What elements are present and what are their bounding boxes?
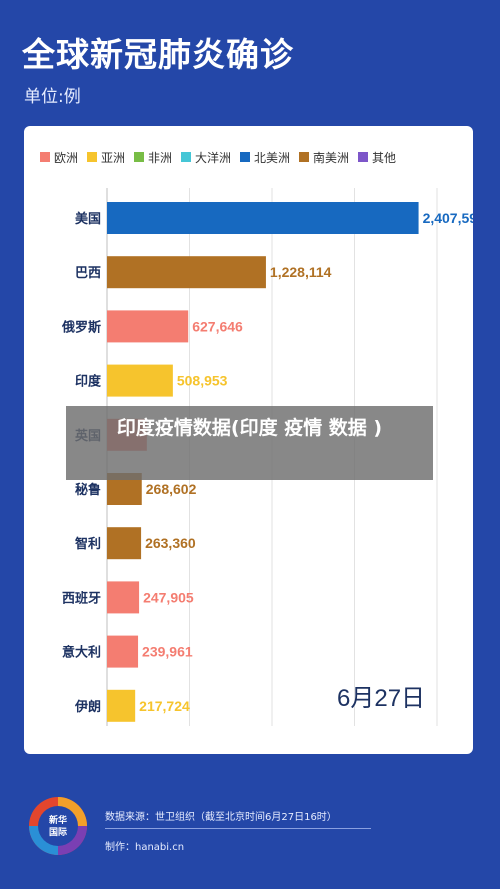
legend-swatch-3 — [181, 152, 191, 162]
legend-label-5: 南美洲 — [313, 150, 349, 165]
value-label-2: 627,646 — [192, 318, 243, 334]
legend-label-0: 欧洲 — [54, 151, 78, 165]
category-label-5: 秘鲁 — [75, 482, 101, 498]
category-label-2: 俄罗斯 — [61, 319, 101, 335]
value-label-3: 508,953 — [177, 373, 228, 389]
category-label-1: 巴西 — [75, 266, 101, 281]
value-label-8: 239,961 — [142, 644, 193, 660]
legend-swatch-0 — [40, 152, 50, 162]
category-label-7: 西班牙 — [62, 590, 101, 606]
logo-line-1: 新华 — [49, 814, 67, 826]
bar-3 — [107, 364, 173, 397]
unit-label: 单位:例 — [24, 87, 81, 107]
category-label-3: 印度 — [75, 374, 102, 390]
logo-line-2: 国际 — [49, 827, 67, 838]
footer-divider — [105, 828, 371, 829]
legend-swatch-1 — [87, 152, 97, 162]
value-label-7: 247,905 — [143, 589, 194, 605]
legend-label-1: 亚洲 — [101, 151, 125, 165]
value-label-5: 268,602 — [146, 481, 197, 497]
producer-credit: 制作：hanabi.cn — [105, 842, 185, 853]
category-label-6: 智利 — [75, 536, 101, 552]
bar-2 — [107, 310, 189, 343]
legend-label-4: 北美洲 — [254, 151, 290, 165]
data-source: 数据来源：世卫组织（截至北京时间6月27日16时） — [105, 812, 337, 823]
bar-0 — [107, 202, 419, 234]
legend-swatch-2 — [134, 152, 144, 162]
legend-label-2: 非洲 — [148, 151, 172, 165]
category-label-8: 意大利 — [62, 645, 101, 661]
legend-swatch-4 — [240, 152, 250, 162]
bar-1 — [107, 256, 266, 289]
xinhua-logo-icon: 新华 国际 — [29, 797, 87, 855]
legend-label-6: 其他 — [372, 151, 396, 165]
value-label-6: 263,360 — [145, 535, 196, 551]
bar-7 — [107, 581, 140, 614]
value-label-0: 2,407,590 — [423, 210, 473, 226]
legend-label-3: 大洋洲 — [195, 150, 231, 165]
category-label-0: 美国 — [75, 211, 101, 227]
date-label: 6月27日 — [337, 685, 426, 712]
category-label-9: 伊朗 — [74, 699, 101, 715]
legend-swatch-5 — [299, 152, 309, 162]
bar-8 — [107, 635, 139, 668]
page-title: 全球新冠肺炎确诊 — [22, 35, 294, 74]
watermark-overlay: 印度疫情数据(印度 疫情 数据 ) — [66, 406, 433, 480]
value-label-1: 1,228,114 — [270, 264, 332, 280]
value-label-9: 217,724 — [139, 698, 190, 714]
bar-9 — [107, 689, 136, 722]
legend-swatch-6 — [358, 152, 368, 162]
bar-6 — [107, 527, 142, 560]
